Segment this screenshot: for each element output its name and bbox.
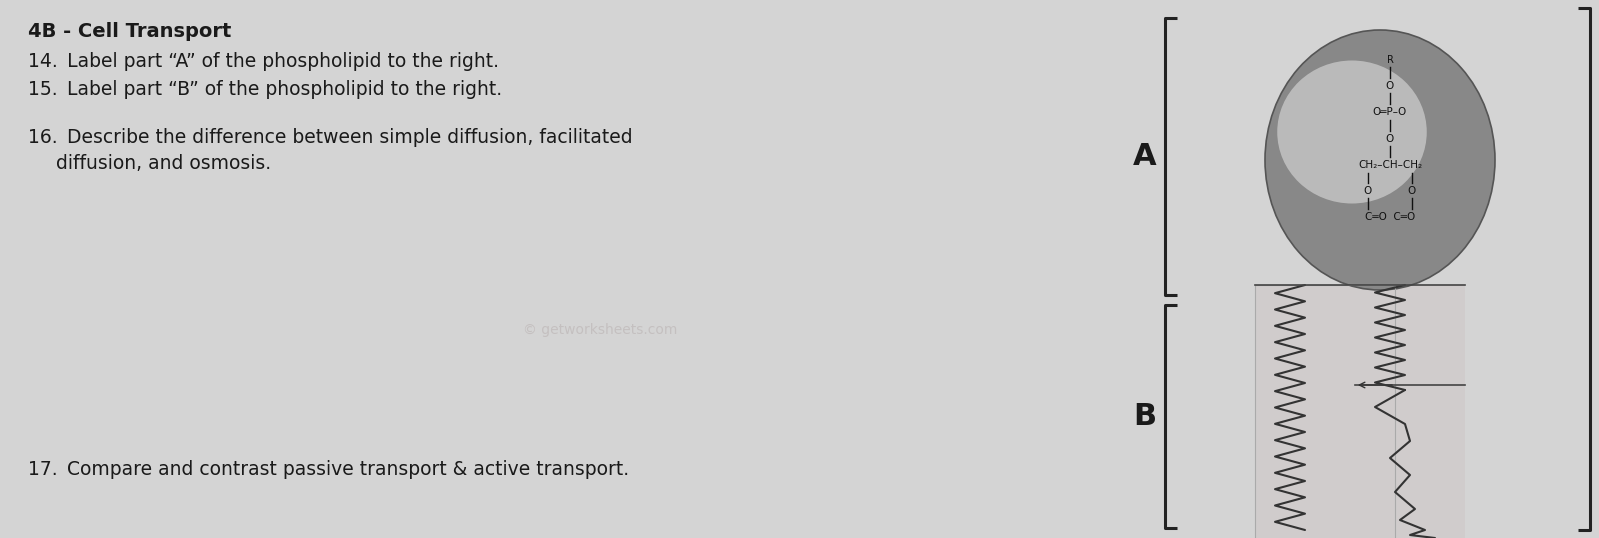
Bar	[1255, 285, 1394, 538]
Text: diffusion, and osmosis.: diffusion, and osmosis.	[56, 154, 272, 173]
Text: O: O	[1407, 186, 1417, 196]
Text: B: B	[1134, 402, 1156, 431]
Text: O: O	[1386, 134, 1394, 144]
Text: A: A	[1134, 142, 1156, 171]
Ellipse shape	[1265, 30, 1495, 290]
Text: O: O	[1386, 81, 1394, 91]
Text: O: O	[1364, 186, 1372, 196]
Text: 15. Label part “B” of the phospholipid to the right.: 15. Label part “B” of the phospholipid t…	[29, 80, 502, 99]
Text: © getworksheets.com: © getworksheets.com	[523, 323, 678, 337]
Text: 17. Compare and contrast passive transport & active transport.: 17. Compare and contrast passive transpo…	[29, 460, 628, 479]
Text: 4B - Cell Transport: 4B - Cell Transport	[29, 22, 232, 41]
Bar	[1255, 285, 1465, 538]
Text: C═O  C═O: C═O C═O	[1366, 212, 1415, 222]
Text: 14. Label part “A” of the phospholipid to the right.: 14. Label part “A” of the phospholipid t…	[29, 52, 499, 71]
Ellipse shape	[1278, 60, 1426, 203]
Text: 16. Describe the difference between simple diffusion, facilitated: 16. Describe the difference between simp…	[29, 128, 633, 147]
Text: CH₂–CH–CH₂: CH₂–CH–CH₂	[1358, 160, 1422, 170]
Text: O═P–O: O═P–O	[1374, 107, 1407, 117]
Text: R: R	[1386, 55, 1393, 65]
